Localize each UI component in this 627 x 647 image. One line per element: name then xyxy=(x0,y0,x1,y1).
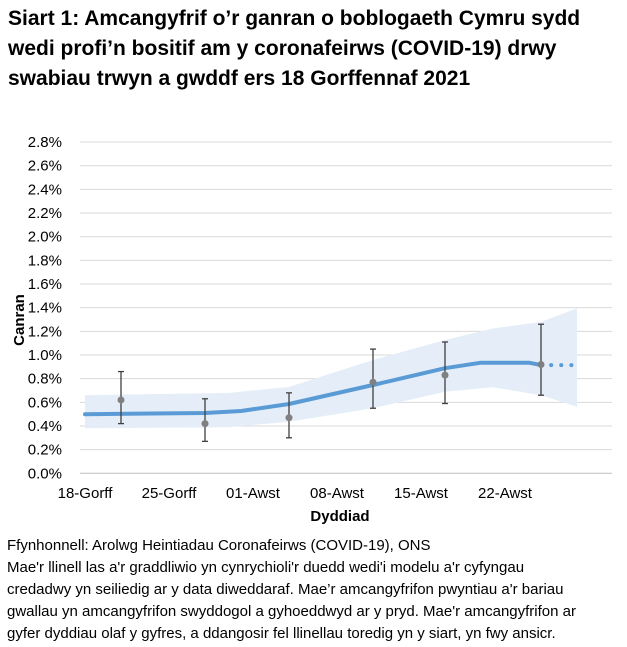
credible-interval-band xyxy=(85,308,577,429)
chart-title: Siart 1: Amcangyfrif o’r ganran o boblog… xyxy=(8,7,581,90)
y-tick-label: 0.2% xyxy=(28,442,62,459)
y-tick-label: 2.2% xyxy=(28,205,62,222)
y-tick-label: 2.6% xyxy=(28,158,62,175)
estimate-point xyxy=(369,378,377,386)
note-line: gyfer dyddiau olaf y gyfres, a ddangosir… xyxy=(7,625,556,642)
y-tick-label: 1.6% xyxy=(28,276,62,293)
chart: 0.0% 0.2% 0.4% 0.6% 0.8% 1.0% 1.2% 1.4% 1.6% 1.8%… xyxy=(11,134,612,525)
source-note: Ffynhonnell: Arolwg Heintiadau Coronafei… xyxy=(7,537,431,554)
note-line: gwallau yn amcangyfrifon swyddogol a gyh… xyxy=(7,603,576,620)
y-tick-label: 1.2% xyxy=(28,323,62,340)
y-axis-label: Canran xyxy=(11,294,28,346)
y-tick-label: 1.8% xyxy=(28,252,62,269)
y-tick-label: 1.4% xyxy=(28,300,62,317)
estimate-point xyxy=(537,360,545,368)
y-tick-label: 2.0% xyxy=(28,229,62,246)
note-line: credadwy yn seiliedig ar y data diweddar… xyxy=(7,581,564,598)
estimate-point xyxy=(285,414,293,422)
estimate-point xyxy=(117,396,125,404)
x-tick-label: 25-Gorff xyxy=(142,485,198,502)
y-tick-label: 0.0% xyxy=(28,465,62,482)
y-tick-label: 0.6% xyxy=(28,394,62,411)
chart-footer: Ffynhonnell: Arolwg Heintiadau Coronafei… xyxy=(7,535,576,645)
note-line: Mae'r llinell las a'r graddliwio yn cynr… xyxy=(7,559,525,576)
x-tick-label: 15-Awst xyxy=(394,485,449,502)
estimate-point xyxy=(201,420,209,428)
y-tick-label: 0.4% xyxy=(28,418,62,435)
y-tick-label: 0.8% xyxy=(28,371,62,388)
y-tick-label: 1.0% xyxy=(28,347,62,364)
x-tick-label: 18-Gorff xyxy=(58,485,114,502)
y-tick-label: 2.8% xyxy=(28,134,62,151)
y-tick-label: 2.4% xyxy=(28,181,62,198)
x-tick-label: 01-Awst xyxy=(226,485,281,502)
x-tick-label: 22-Awst xyxy=(478,485,533,502)
estimate-point xyxy=(441,371,449,379)
x-tick-label: 08-Awst xyxy=(310,485,365,502)
x-axis-label: Dyddiad xyxy=(310,508,369,525)
